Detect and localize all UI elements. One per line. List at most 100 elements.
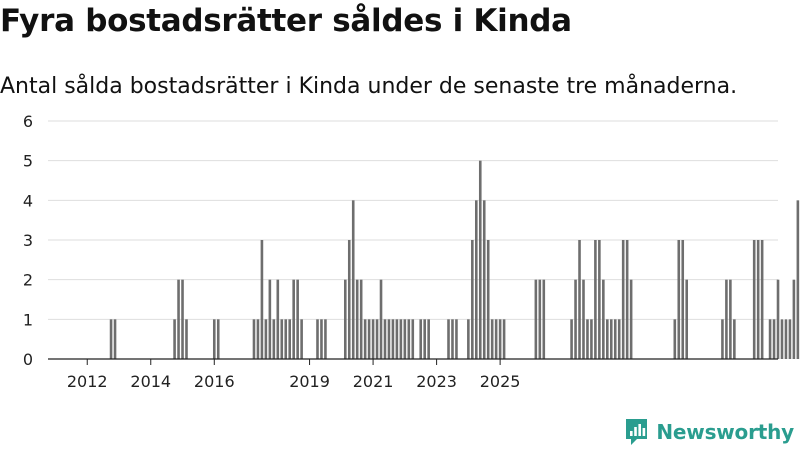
bar: [625, 240, 629, 359]
bar: [371, 319, 375, 359]
bar: [411, 319, 415, 359]
bar: [260, 240, 264, 359]
bar: [752, 240, 756, 359]
bar: [729, 279, 732, 359]
bar: [391, 319, 395, 359]
bar: [272, 319, 276, 359]
bar: [617, 319, 621, 359]
bar: [173, 319, 176, 359]
gridlines: [48, 120, 778, 320]
y-tick-label: 2: [23, 271, 33, 290]
bar: [296, 279, 299, 359]
bar: [423, 319, 426, 359]
bar: [494, 319, 498, 359]
bar: [109, 319, 113, 359]
bar: [280, 319, 284, 359]
bar: [756, 240, 760, 359]
bar: [733, 319, 736, 359]
bar: [403, 319, 407, 359]
bar: [590, 319, 593, 359]
bar: [478, 160, 482, 359]
bar: [379, 279, 383, 359]
bar: [264, 319, 268, 359]
bar: [355, 279, 359, 359]
bar: [447, 319, 450, 359]
bar: [621, 240, 625, 359]
x-tick-label: 2021: [353, 372, 394, 391]
newsworthy-logo-icon: [626, 419, 648, 445]
bar: [721, 319, 724, 359]
bar: [673, 319, 677, 359]
bar: [256, 319, 260, 359]
bar: [784, 319, 788, 359]
bar: [288, 319, 292, 359]
bar: [467, 319, 470, 359]
x-axis: 2012 2014 2016 2019 2021 2023 2025: [48, 358, 778, 391]
bar: [760, 240, 764, 359]
bar: [284, 319, 288, 359]
bar: [181, 279, 184, 359]
bar: [451, 319, 454, 359]
y-tick-label: 6: [23, 112, 33, 131]
bar: [399, 319, 403, 359]
bar: [427, 319, 430, 359]
bar: [113, 319, 117, 359]
bar: [387, 319, 391, 359]
bar: [609, 319, 613, 359]
x-tick-label: 2019: [289, 372, 330, 391]
bar: [177, 279, 180, 359]
bar: [475, 200, 478, 359]
bar: [534, 279, 538, 359]
bar: [725, 279, 728, 359]
bar: [252, 319, 256, 359]
bar: [582, 279, 585, 359]
bar: [629, 279, 633, 359]
chart-subtitle: Antal sålda bostadsrätter i Kinda under …: [0, 74, 738, 99]
bar: [482, 200, 486, 359]
bar: [216, 319, 220, 359]
bar: [268, 279, 272, 359]
bar: [276, 279, 280, 359]
bar: [685, 279, 689, 359]
bar: [419, 319, 423, 359]
bar: [486, 240, 490, 359]
bar: [502, 319, 506, 359]
bar: [498, 319, 502, 359]
bar: [578, 240, 581, 359]
bar: [471, 240, 474, 359]
bar: [212, 319, 216, 359]
bar: [542, 279, 546, 359]
bar: [383, 319, 387, 359]
bar: [776, 279, 780, 359]
bar: [772, 319, 776, 359]
bar: [359, 279, 363, 359]
bar: [574, 279, 577, 359]
x-tick-label: 2025: [480, 372, 521, 391]
bar: [395, 319, 399, 359]
bar: [351, 200, 355, 359]
bar: [316, 319, 319, 359]
bar: [347, 240, 351, 359]
bar: [681, 240, 685, 359]
bar: [538, 279, 542, 359]
bar: [363, 319, 367, 359]
bar: [375, 319, 379, 359]
bar: [602, 279, 605, 359]
bar: [594, 240, 597, 359]
bar: [343, 279, 347, 359]
bar: [407, 319, 411, 359]
bar: [300, 319, 303, 359]
bar: [570, 319, 573, 359]
bar: [367, 319, 371, 359]
bar: [780, 319, 784, 359]
y-tick-label: 5: [23, 152, 33, 171]
bar: [792, 279, 796, 359]
bar: [606, 319, 609, 359]
brand-logo: Newsworthy: [624, 417, 794, 447]
y-tick-label: 4: [23, 191, 33, 210]
bar: [788, 319, 792, 359]
x-tick-label: 2012: [67, 372, 108, 391]
bar: [455, 319, 458, 359]
bar: [768, 319, 772, 359]
